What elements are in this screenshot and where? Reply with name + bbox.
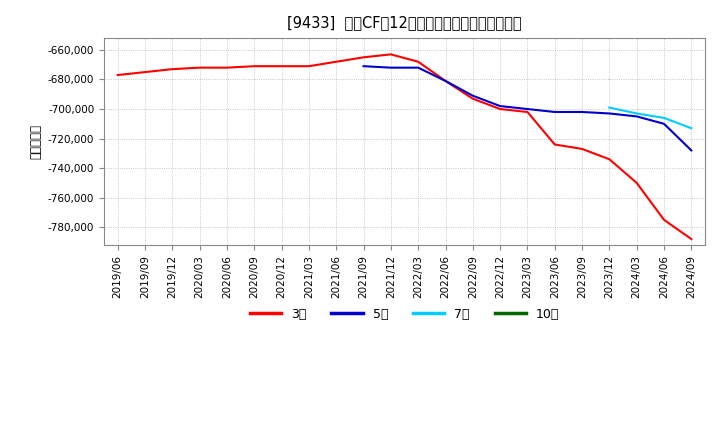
5年: [605, 111, 613, 116]
5年: [660, 121, 668, 126]
5年: [469, 93, 477, 99]
3年: [687, 236, 696, 242]
5年: [414, 65, 423, 70]
3年: [250, 63, 258, 69]
3年: [441, 78, 450, 84]
3年: [523, 110, 532, 115]
3年: [222, 65, 231, 70]
7年: [660, 115, 668, 121]
5年: [687, 148, 696, 153]
Title: [9433]  投資CFの12か月移動合計の平均値の推移: [9433] 投資CFの12か月移動合計の平均値の推移: [287, 15, 522, 30]
5年: [496, 103, 505, 109]
3年: [387, 52, 395, 57]
5年: [387, 65, 395, 70]
3年: [605, 157, 613, 162]
3年: [168, 66, 176, 72]
3年: [660, 217, 668, 223]
Line: 5年: 5年: [364, 66, 691, 150]
Line: 3年: 3年: [117, 55, 691, 239]
5年: [632, 114, 641, 119]
5年: [441, 78, 450, 84]
Y-axis label: （百万円）: （百万円）: [30, 124, 42, 159]
3年: [496, 106, 505, 112]
3年: [113, 73, 122, 78]
5年: [359, 63, 368, 69]
7年: [632, 111, 641, 116]
3年: [305, 63, 313, 69]
7年: [605, 105, 613, 110]
3年: [551, 142, 559, 147]
7年: [687, 125, 696, 131]
3年: [632, 180, 641, 186]
3年: [277, 63, 286, 69]
Legend: 3年, 5年, 7年, 10年: 3年, 5年, 7年, 10年: [245, 303, 564, 326]
3年: [332, 59, 341, 64]
5年: [523, 106, 532, 112]
5年: [551, 110, 559, 115]
3年: [140, 70, 149, 75]
3年: [359, 55, 368, 60]
5年: [577, 110, 586, 115]
3年: [414, 59, 423, 64]
Line: 7年: 7年: [609, 107, 691, 128]
3年: [469, 96, 477, 101]
3年: [577, 146, 586, 151]
3年: [195, 65, 204, 70]
